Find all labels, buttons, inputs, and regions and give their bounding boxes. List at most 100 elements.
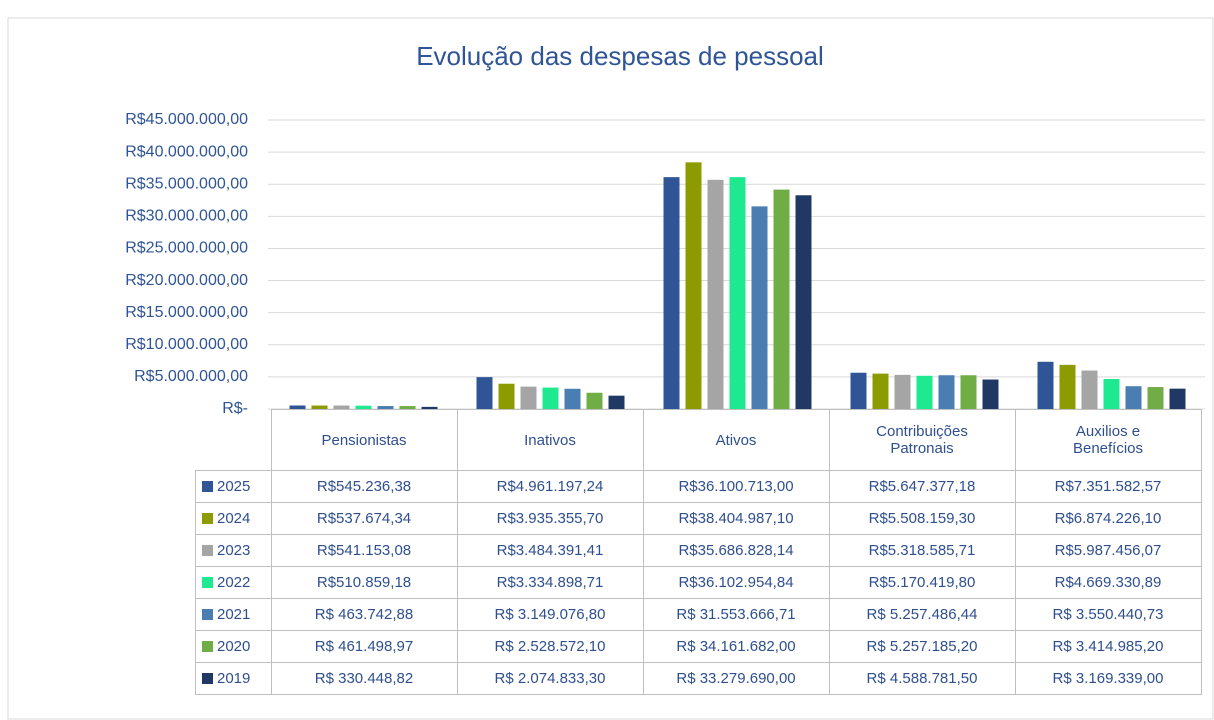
table-row: 2020 R$ 461.498,97 R$ 2.528.572,10 R$ 34.16…: [195, 630, 1202, 663]
legend-swatch: [202, 577, 213, 588]
bar: [685, 162, 702, 409]
bar: [663, 177, 680, 409]
value-label: R$ 330.448,82: [270, 662, 458, 695]
category-label: Pensionistas: [270, 409, 458, 471]
bar: [289, 405, 306, 409]
legend-cell: 2021: [195, 598, 272, 631]
bar: [795, 195, 812, 409]
bar: [872, 373, 889, 409]
y-tick-label: R$35.000.000,00: [125, 175, 248, 192]
category-label: Inativos: [456, 409, 644, 471]
legend-cell: 2020: [195, 630, 272, 663]
value-label: R$4.669.330,89: [1014, 566, 1202, 599]
value-label: R$3.935.355,70: [456, 502, 644, 535]
bar: [938, 375, 955, 409]
bar: [729, 177, 746, 409]
bar: [498, 383, 515, 409]
chart-title: Evolução das despesas de pessoal: [416, 41, 824, 71]
value-label: R$5.647.377,18: [828, 470, 1016, 503]
data-table: Pensionistas Inativos Ativos Contribuições …: [195, 409, 1202, 695]
value-label: R$ 3.169.339,00: [1014, 662, 1202, 695]
value-label: R$3.334.898,71: [456, 566, 644, 599]
value-label: R$ 31.553.666,71: [642, 598, 830, 631]
legend-swatch: [202, 609, 213, 620]
bar: [1125, 386, 1142, 409]
y-tick-label: R$45.000.000,00: [125, 111, 248, 128]
category-label: Contribuições Patronais: [828, 409, 1016, 471]
bar: [894, 374, 911, 409]
value-label: R$3.484.391,41: [456, 534, 644, 567]
legend-label: 2024: [217, 510, 251, 527]
legend-label: 2023: [217, 542, 251, 559]
value-label: R$35.686.828,14: [642, 534, 830, 567]
value-label: R$5.170.419,80: [828, 566, 1016, 599]
legend-cell: 2023: [195, 534, 272, 567]
value-label: R$545.236,38: [270, 470, 458, 503]
legend-cell: 2025: [195, 470, 272, 503]
value-label: R$7.351.582,57: [1014, 470, 1202, 503]
value-label: R$537.674,34: [270, 502, 458, 535]
table-row: 2021 R$ 463.742,88 R$ 3.149.076,80 R$ 31.55…: [195, 598, 1202, 631]
bar: [520, 386, 537, 409]
y-tick-label: R$5.000.000,00: [134, 368, 248, 385]
value-label: R$ 5.257.486,44: [828, 598, 1016, 631]
legend-label: 2019: [217, 670, 251, 687]
table-row: 2019 R$ 330.448,82 R$ 2.074.833,30 R$ 33.27…: [195, 662, 1202, 695]
legend-swatch: [202, 481, 213, 492]
category-label: Ativos: [642, 409, 830, 471]
value-label: R$ 4.588.781,50: [828, 662, 1016, 695]
value-label: R$510.859,18: [270, 566, 458, 599]
value-label: R$ 463.742,88: [270, 598, 458, 631]
bar: [1169, 388, 1186, 409]
bar: [1037, 361, 1054, 409]
bar: [333, 405, 350, 409]
legend-swatch: [202, 513, 213, 524]
legend-label: 2025: [217, 478, 251, 495]
y-tick-label: R$30.000.000,00: [125, 208, 248, 225]
table-row: 2023 R$541.153,08 R$3.484.391,41 R$35.686.8…: [195, 534, 1202, 567]
y-tick-label: R$40.000.000,00: [125, 143, 248, 160]
table-row: 2024 R$537.674,34 R$3.935.355,70 R$38.404.9…: [195, 502, 1202, 535]
legend-swatch: [202, 641, 213, 652]
category-label: Auxilios e Benefícios: [1014, 409, 1202, 471]
value-label: R$5.318.585,71: [828, 534, 1016, 567]
legend-cell: 2024: [195, 502, 272, 535]
bar: [916, 375, 933, 409]
y-tick-label: R$25.000.000,00: [125, 240, 248, 257]
corner: [196, 410, 272, 471]
value-label: R$ 461.498,97: [270, 630, 458, 663]
legend-cell: 2019: [195, 662, 272, 695]
bar: [608, 395, 625, 409]
bar: [707, 179, 724, 409]
bar: [355, 405, 372, 409]
table-row: 2025 R$545.236,38 R$4.961.197,24 R$36.100.7…: [195, 470, 1202, 503]
bar: [1103, 379, 1120, 409]
y-tick-label: R$15.000.000,00: [125, 304, 248, 321]
bar: [1147, 387, 1164, 409]
y-tick-label: R$20.000.000,00: [125, 272, 248, 289]
value-label: R$ 5.257.185,20: [828, 630, 1016, 663]
value-label: R$36.102.954,84: [642, 566, 830, 599]
bar: [751, 206, 768, 409]
table-row: 2022 R$510.859,18 R$3.334.898,71 R$36.102.9…: [195, 566, 1202, 599]
bar: [1059, 364, 1076, 409]
y-tick-label: R$10.000.000,00: [125, 336, 248, 353]
value-label: R$36.100.713,00: [642, 470, 830, 503]
value-label: R$5.508.159,30: [828, 502, 1016, 535]
chart-border: [7, 17, 1214, 720]
legend-label: 2021: [217, 606, 251, 623]
value-label: R$ 3.149.076,80: [456, 598, 644, 631]
value-label: R$541.153,08: [270, 534, 458, 567]
bar: [311, 405, 328, 409]
legend-cell: 2022: [195, 566, 272, 599]
bar: [542, 387, 559, 409]
bar: [476, 377, 493, 409]
bar: [586, 392, 603, 409]
value-label: R$6.874.226,10: [1014, 502, 1202, 535]
value-label: R$ 34.161.682,00: [642, 630, 830, 663]
y-tick-label: R$-: [222, 400, 248, 417]
legend-label: 2022: [217, 574, 251, 591]
bar: [960, 375, 977, 409]
